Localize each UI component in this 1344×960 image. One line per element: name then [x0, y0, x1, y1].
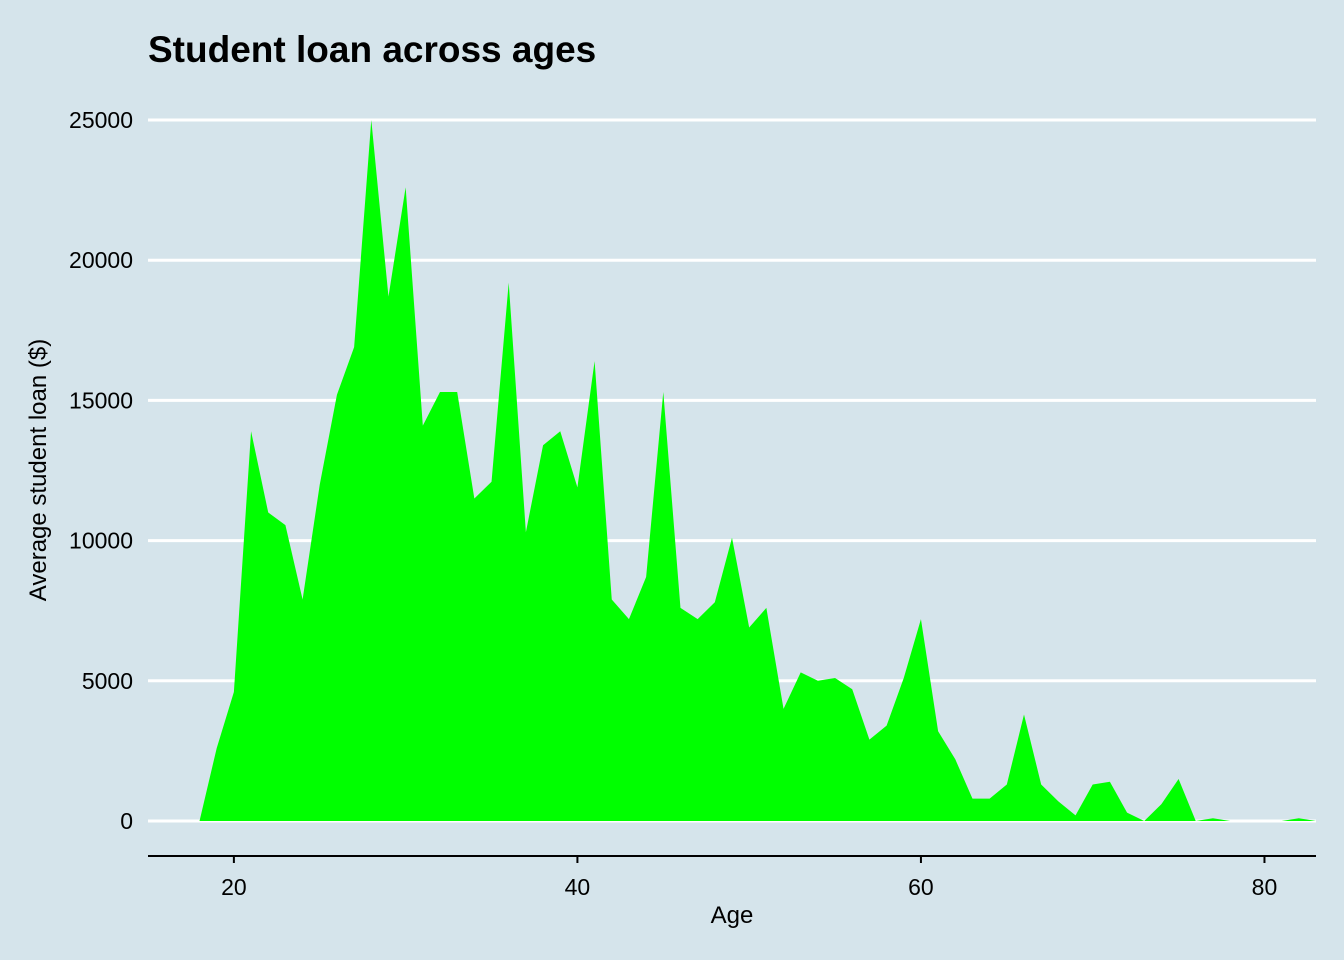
x-axis-title: Age — [711, 902, 754, 929]
y-axis-title: Average student loan ($) — [25, 339, 52, 601]
area-series — [199, 120, 1316, 821]
y-tick-label: 5000 — [82, 668, 133, 694]
y-tick-label: 15000 — [69, 387, 133, 413]
axes: 0 5000 10000 15000 20000 25000 20 40 60 80 — [69, 107, 1316, 900]
y-tick-label: 20000 — [69, 247, 133, 273]
x-tick-label: 80 — [1252, 874, 1278, 900]
y-tick-label: 10000 — [69, 528, 133, 554]
chart-title: Student loan across ages — [148, 29, 596, 70]
area-fill — [199, 120, 1316, 821]
x-tick-label: 20 — [221, 874, 247, 900]
x-tick-label: 60 — [908, 874, 934, 900]
y-tick-label: 25000 — [69, 107, 133, 133]
y-tick-label: 0 — [120, 808, 133, 834]
x-tick-label: 40 — [565, 874, 591, 900]
